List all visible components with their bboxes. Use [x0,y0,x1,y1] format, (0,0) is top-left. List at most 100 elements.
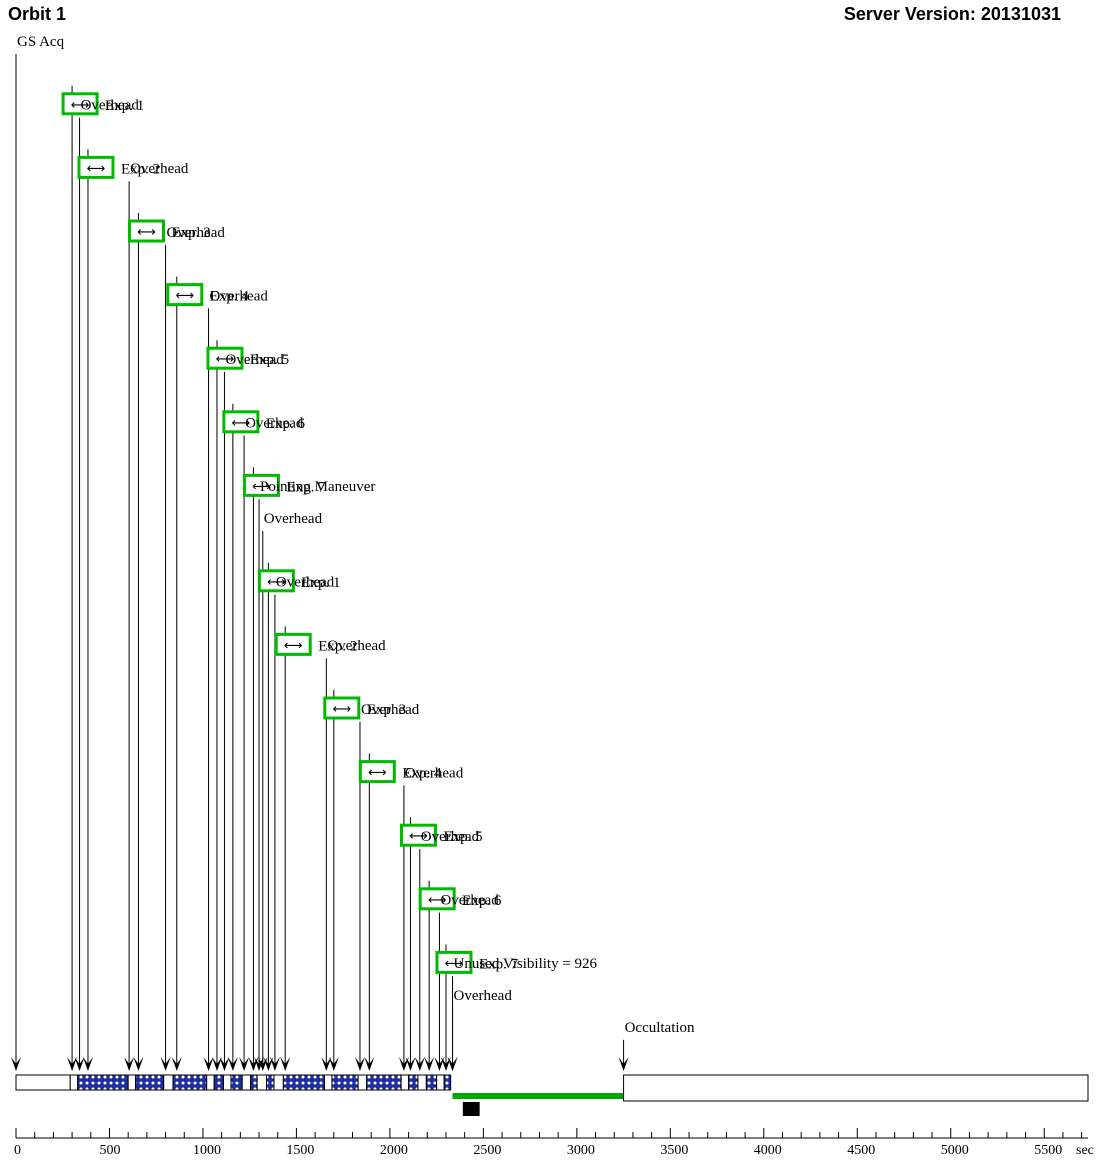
exposure-icon[interactable] [418,887,456,911]
event-arrow [219,1057,230,1071]
event-label: Exp. 2 [121,161,160,177]
exposure-icon[interactable] [166,283,204,307]
event-label: Exp. 5 [250,352,289,368]
event-label: Exp. 4 [210,289,250,305]
gs-acq-segment [15,1074,71,1091]
overhead-segment [273,1074,284,1091]
exposure-icon[interactable] [77,155,115,179]
exposure-icon-glyph: ⟷ [332,702,351,717]
event-exposure: ⟷ Exp. 5 [206,340,289,1071]
overhead-segment [69,1074,79,1091]
event-arrow [160,1057,171,1071]
exposure-icon-glyph: ⟷ [175,289,194,304]
exposure-segment [213,1074,225,1091]
event-label: Pointing Maneuver [260,479,375,495]
exposure-icon[interactable] [399,823,437,847]
timeline-bar [15,1074,1089,1116]
overhead-segment [127,1074,137,1091]
exposure-icon-glyph: ⟷ [267,575,286,590]
event-label: Exp. 6 [462,893,502,909]
overhead-segment [206,1074,215,1091]
event-label: Overhead [264,511,323,527]
event-label: Overhead [130,161,189,177]
exposure-icon[interactable] [435,950,473,974]
exposure-icon[interactable] [257,569,295,593]
exposure-icon[interactable] [323,696,361,720]
event-exposure: ⟷ Exp. 4 [358,753,442,1071]
exposure-segment [331,1074,359,1091]
unused-visibility-bar [452,1093,624,1099]
event-exposure: ⟷ Exp. 7 [242,467,326,1071]
event-arrow [11,1057,21,1071]
event-label: GS Acq [11,34,65,1071]
event-arrow [203,1057,214,1071]
overhead-segment [436,1074,445,1091]
event-label: Exp. 4 [402,766,442,782]
overhead-segment [417,1074,427,1091]
event-exposure: ⟷ Exp. 3 [127,213,211,1071]
event-label: Overhead [225,352,284,368]
event-label: Unused Visibility = 926 [454,956,598,972]
event-label: Exp. 6 [266,416,306,432]
event-arrow [124,1057,135,1071]
exposure-segment [172,1074,208,1091]
event-label: Exp. 7 [479,956,519,972]
tick-label: 5500 [1034,1143,1062,1158]
exposure-icon[interactable] [358,760,396,784]
event-label: Overhead [203,288,268,1071]
event-arrow [263,1057,274,1071]
event-arrow [171,1057,182,1071]
overhead-segment [323,1074,333,1091]
event-label: Overhead [454,988,513,1004]
event-arrow [211,1057,222,1071]
exposure-icon-glyph: ⟷ [71,98,90,113]
exposure-segment [266,1074,275,1091]
exposure-segment [77,1074,129,1091]
tick-label: 2000 [380,1143,408,1158]
tick-label: 3000 [567,1143,595,1158]
event-arrow [82,1057,93,1071]
server-version: Server Version: 20131031 [843,4,1061,24]
exposure-icon-glyph: ⟷ [284,638,303,653]
exposure-segment [135,1074,165,1091]
event-label: Overhead [447,988,513,1071]
event-label: Occultation [618,1020,695,1071]
exposure-icon-glyph: ⟷ [445,956,464,971]
exposure-icon[interactable] [61,92,99,116]
exposure-icon-glyph: ⟷ [87,161,106,176]
exposure-icon[interactable] [274,632,312,656]
event-label: Exp. 2 [318,638,357,654]
event-exposure: ⟷ Exp. 1 [257,562,341,1071]
exposure-icon-glyph: ⟷ [232,416,251,431]
event-exposure: ⟷ Exp. 5 [399,817,483,1071]
overhead-segment [241,1074,252,1091]
event-label: Overhead [81,98,140,114]
exposure-icon[interactable] [127,219,165,243]
event-arrow [239,1057,250,1071]
event-label: Overhead [440,893,499,909]
event-label: Overhead [276,575,335,591]
maneuver-segment [256,1074,268,1091]
exposure-icon[interactable] [242,473,280,497]
event-exposure: ⟷ Exp. 3 [323,690,406,1071]
event-label: Overhead [239,416,304,1071]
event-exposure: ⟷ Exp. 2 [274,626,357,1071]
exposure-icon[interactable] [222,410,260,434]
event-label: Exp. 1 [301,575,340,591]
event-label: Overhead [398,765,464,1071]
exposure-segment [408,1074,419,1091]
event-arrow [254,1057,265,1071]
exposure-icon-glyph: ⟷ [428,893,447,908]
event-arrow [280,1057,291,1071]
current-marker [462,1102,480,1116]
exposure-icon[interactable] [206,346,244,370]
event-label: Pointing Maneuver [254,479,375,1071]
event-exposure: ⟷ Exp. 2 [77,149,160,1071]
event-arrow [354,1057,365,1071]
tick-label: 5000 [941,1143,969,1158]
event-label: Overhead [361,702,420,718]
event-label: Exp. 3 [171,225,210,241]
event-label: Occultation [625,1020,695,1036]
event-arrow [227,1057,238,1071]
